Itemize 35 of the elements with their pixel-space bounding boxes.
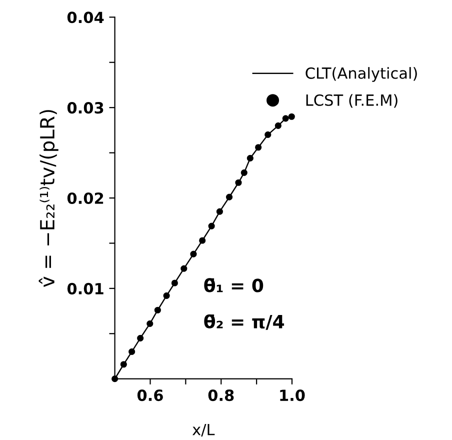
point xyxy=(255,144,262,151)
y-tick-label: 0.02 xyxy=(67,192,104,204)
x-tick-label: 0.6 xyxy=(137,390,163,402)
point xyxy=(146,320,154,327)
point xyxy=(240,169,248,176)
point xyxy=(120,361,127,368)
point xyxy=(288,113,295,120)
point xyxy=(154,306,161,314)
point xyxy=(246,154,254,162)
annotation: θ̄₂ = π/4 xyxy=(204,314,284,330)
point xyxy=(208,222,215,230)
point xyxy=(274,122,282,129)
x-tick-label: 0.8 xyxy=(208,390,234,402)
y-tick-label: 0.01 xyxy=(67,282,104,294)
y-tick-label: 0.03 xyxy=(67,102,104,114)
point xyxy=(137,334,144,342)
point xyxy=(128,348,136,356)
point xyxy=(264,131,272,138)
point xyxy=(199,237,206,244)
legend-label: LCST (F.E.M) xyxy=(306,94,398,108)
point xyxy=(235,179,242,186)
point xyxy=(112,376,118,382)
point xyxy=(282,115,289,122)
point xyxy=(226,194,233,200)
point xyxy=(171,280,178,286)
point xyxy=(180,265,188,272)
x-axis-title: x/L xyxy=(192,424,215,437)
point xyxy=(163,292,170,299)
legend-label: CLT(Analytical) xyxy=(306,67,417,82)
point xyxy=(190,250,197,258)
annotation: θ̄₁ = 0 xyxy=(204,278,264,292)
y-axis-title: v̂ = −E₂₂⁽¹⁾tv/(pLR) xyxy=(38,110,58,288)
point xyxy=(216,208,223,215)
x-tick-label: 1.0 xyxy=(280,390,305,402)
y-tick-label: 0.04 xyxy=(67,12,104,24)
